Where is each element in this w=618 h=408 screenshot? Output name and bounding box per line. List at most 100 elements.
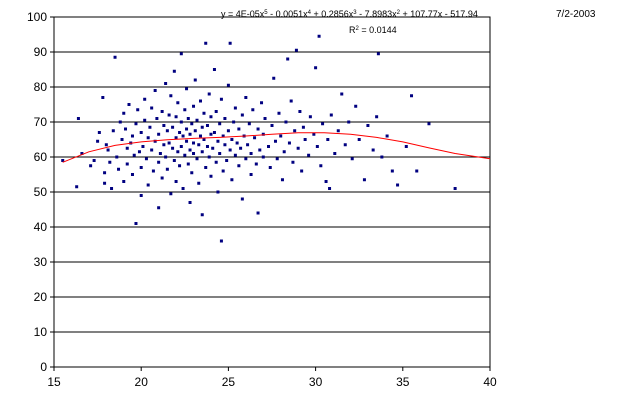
data-point [153, 89, 157, 92]
data-point [155, 117, 159, 120]
data-point [390, 169, 394, 173]
data-point [212, 68, 216, 71]
data-point [172, 159, 176, 162]
data-point [132, 153, 136, 157]
data-point [258, 148, 262, 152]
data-point [324, 180, 328, 183]
data-point [226, 83, 230, 87]
data-point [312, 132, 316, 136]
data-point [279, 134, 283, 138]
x-tick-label: 30 [309, 375, 323, 389]
data-point [268, 166, 272, 169]
data-point [148, 125, 152, 129]
data-point [171, 125, 175, 129]
data-point [263, 117, 267, 120]
data-point [223, 117, 227, 120]
data-point [186, 117, 190, 120]
data-point [110, 187, 114, 190]
data-point [186, 162, 190, 166]
r-squared-label: R2 = 0.0144 [349, 25, 397, 35]
data-point [453, 187, 457, 190]
data-point [136, 108, 140, 112]
data-point [92, 159, 96, 162]
data-point [190, 171, 194, 175]
data-point [200, 213, 204, 217]
data-point [185, 87, 189, 91]
data-point [202, 138, 206, 141]
data-point [103, 181, 107, 185]
data-point [219, 97, 223, 101]
data-point [169, 94, 173, 98]
data-point [247, 122, 251, 126]
date-stamp: 7/2-2003 [556, 9, 596, 20]
data-point [179, 145, 183, 148]
data-point [171, 146, 175, 150]
data-point [385, 134, 389, 138]
x-tick-label: 35 [396, 375, 410, 389]
data-point [209, 132, 213, 136]
data-point [167, 113, 171, 117]
data-point [228, 148, 232, 152]
data-point [108, 160, 112, 164]
data-point [160, 110, 164, 113]
data-point [209, 174, 213, 178]
y-tick-label: 90 [34, 45, 48, 59]
data-point [237, 127, 241, 131]
data-point [244, 157, 248, 161]
data-point [174, 115, 178, 119]
data-point [221, 134, 225, 138]
data-point [113, 55, 117, 59]
data-point [127, 103, 131, 106]
data-point [134, 122, 138, 126]
data-point [174, 136, 178, 140]
data-point [303, 138, 307, 141]
data-point [197, 143, 201, 147]
data-point [230, 138, 234, 141]
data-point [251, 108, 255, 112]
data-point [111, 129, 115, 133]
data-point [214, 110, 218, 113]
data-point [195, 157, 199, 161]
data-point [270, 124, 274, 127]
data-point [165, 129, 169, 133]
data-point [244, 96, 248, 99]
data-point [218, 152, 222, 155]
data-point [253, 136, 257, 140]
data-point [143, 118, 147, 122]
data-point [296, 146, 300, 150]
data-point [354, 104, 358, 108]
data-point [329, 113, 333, 117]
data-point [301, 125, 305, 129]
data-point [207, 92, 211, 96]
data-point [183, 153, 187, 157]
data-point [76, 117, 80, 120]
data-point [181, 134, 185, 138]
data-point [214, 160, 218, 164]
data-point [176, 150, 180, 154]
x-tick-label: 25 [222, 375, 236, 389]
y-tick-label: 50 [34, 185, 48, 199]
data-point [183, 108, 187, 112]
data-point [319, 164, 323, 168]
data-point [200, 150, 204, 154]
data-point [204, 166, 208, 169]
data-point [396, 183, 400, 187]
data-point [188, 148, 192, 152]
data-point [333, 152, 337, 155]
data-point [198, 99, 202, 103]
data-point [185, 127, 189, 131]
data-point [120, 138, 124, 141]
y-tick-label: 100 [27, 10, 47, 24]
data-point [162, 143, 166, 147]
data-point [233, 106, 237, 110]
data-point [164, 155, 168, 159]
data-points [61, 34, 457, 243]
data-point [211, 146, 215, 150]
data-point [193, 129, 197, 133]
data-point [321, 122, 325, 126]
data-point [293, 129, 297, 133]
data-point [350, 157, 354, 161]
data-point [347, 120, 351, 124]
data-point [130, 134, 134, 138]
data-point [277, 111, 281, 115]
